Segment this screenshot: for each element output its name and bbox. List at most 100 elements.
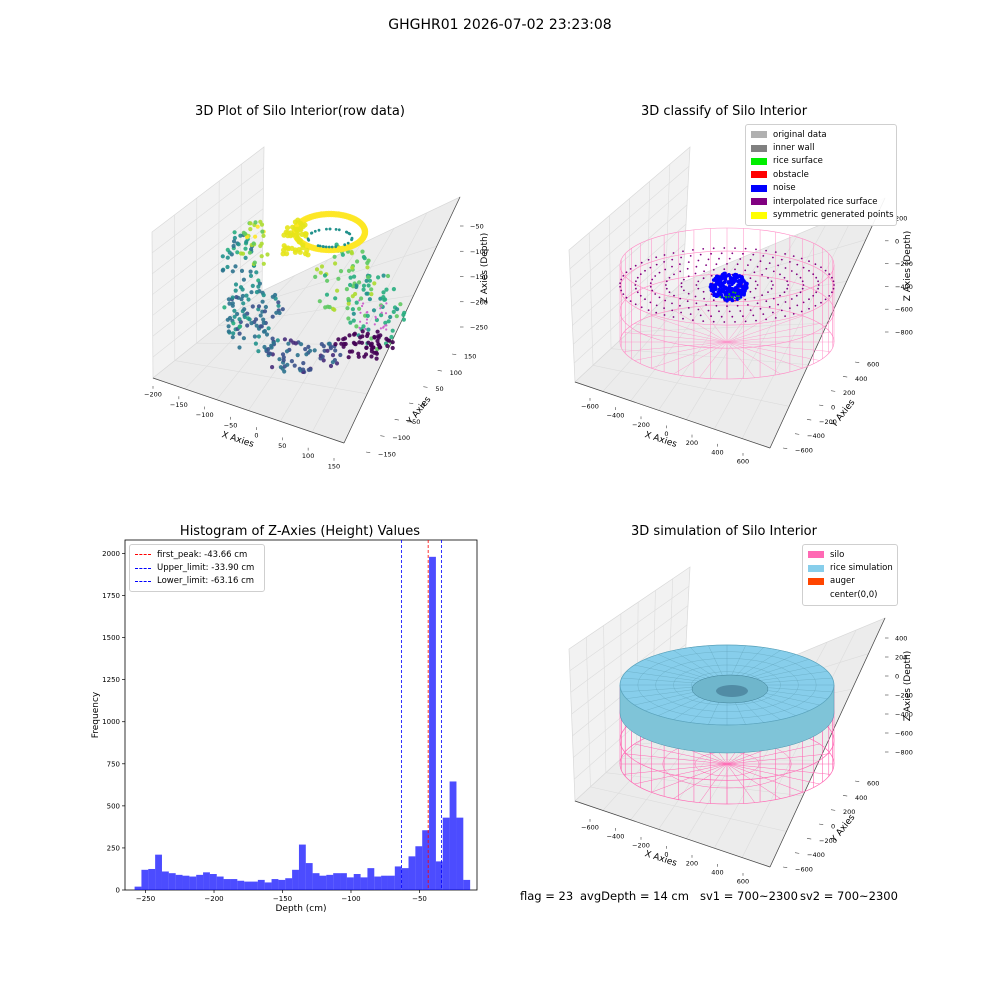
data-point (384, 287, 389, 292)
interpolated-point (772, 297, 775, 300)
data-point (369, 287, 374, 292)
data-point (398, 302, 403, 307)
sv1-text: sv1 = 700~2300 (700, 889, 798, 903)
panel4-y-tick-mark (818, 823, 824, 825)
data-point (328, 227, 332, 231)
interpolated-point (726, 305, 728, 307)
interpolated-point (658, 271, 661, 274)
interpolated-point (828, 273, 831, 275)
histogram-bar (442, 817, 450, 890)
noise-point (731, 278, 735, 283)
data-point (348, 282, 353, 288)
data-point (303, 231, 309, 237)
data-point (382, 326, 385, 329)
panel1-z-tick-label: −150 (470, 273, 488, 281)
data-point (277, 310, 282, 316)
interpolated-point (634, 264, 637, 267)
data-point (302, 222, 308, 228)
data-point (241, 277, 246, 282)
interpolated-point (768, 262, 771, 264)
interpolated-point (635, 287, 637, 290)
silo-floor-spoke (726, 315, 803, 343)
data-point (364, 327, 367, 331)
data-point (294, 231, 300, 237)
legend-entry: obstacle (751, 168, 891, 181)
interpolated-point (784, 253, 786, 255)
panel3-legend: first_peak: -43.66 cm Upper_limit: -33.90… (129, 544, 265, 593)
silo-floor-spoke (673, 763, 728, 799)
z-axis-line (769, 617, 886, 868)
panel1-y-tick-mark (437, 370, 442, 372)
data-point (352, 341, 357, 346)
histogram-bar (257, 879, 265, 890)
noise-point (713, 287, 718, 292)
interpolated-point (702, 290, 705, 293)
data-point (365, 331, 370, 336)
y-tick-label: 2000 (102, 550, 120, 558)
silo-floor-spoke (634, 323, 728, 343)
interpolated-point (702, 248, 705, 250)
panel4-z-tick-label: 400 (895, 635, 907, 643)
y-tick-label: 1500 (102, 634, 120, 642)
interpolated-point (655, 256, 658, 259)
panel2-legend: original data inner wall rice surface obsta… (745, 124, 897, 226)
data-point (385, 273, 391, 279)
data-point (251, 241, 256, 246)
data-point (312, 348, 317, 353)
legend-swatch (808, 577, 824, 585)
legend-label: Lower_limit: -63.16 cm (157, 576, 255, 587)
noise-point (725, 293, 729, 297)
data-point (358, 299, 361, 302)
data-point (358, 326, 361, 329)
panel1-xlabel: X Axies (220, 430, 255, 450)
interpolated-point (799, 291, 802, 294)
interpolated-point (734, 268, 736, 271)
data-point (346, 268, 352, 273)
data-point (232, 235, 237, 241)
data-point (258, 219, 263, 224)
data-point (247, 317, 252, 322)
interpolated-point (800, 310, 803, 313)
interpolated-point (815, 276, 818, 279)
interpolated-point (665, 284, 667, 286)
interpolated-point (629, 268, 632, 270)
legend-label: first_peak: -43.66 cm (157, 549, 248, 560)
data-point (387, 338, 392, 343)
interpolated-point (649, 282, 652, 285)
panel1-y-tick-mark (423, 386, 428, 388)
interpolated-point (796, 263, 799, 266)
panel2-title: 3D classify of Silo Interior (640, 104, 808, 119)
interpolated-point (752, 253, 755, 256)
interpolated-point (673, 294, 675, 297)
data-point (227, 315, 233, 321)
rice-surface-point (738, 298, 741, 301)
interpolated-point (765, 300, 768, 303)
panel4-y-tick-mark (782, 866, 788, 868)
data-point (308, 348, 313, 353)
data-point (356, 354, 361, 359)
data-point (281, 355, 286, 360)
data-point (390, 345, 395, 351)
sv2-text: sv2 = 700~2300 (800, 889, 898, 903)
panel4-y-tick-label: 600 (867, 780, 879, 788)
interpolated-point (765, 318, 767, 321)
data-point (285, 362, 290, 367)
interpolated-point (703, 297, 705, 300)
grid-line (628, 322, 828, 333)
histogram-bar (326, 874, 334, 890)
grid-line (569, 586, 690, 671)
silo-floor-spoke (726, 763, 803, 793)
data-point (301, 361, 306, 366)
data-point (383, 297, 388, 302)
data-point (327, 305, 332, 310)
data-point (346, 316, 351, 321)
x-axis-line (574, 381, 771, 449)
panel2-3d-classify: −600−400−2000200400600−600−400−200020040… (568, 146, 913, 466)
grid-line (280, 228, 395, 422)
histogram-bar (155, 854, 162, 890)
data-point (354, 284, 359, 290)
data-point (226, 324, 231, 329)
panel2-y-tick-label: −600 (795, 447, 813, 455)
legend-label: noise (773, 183, 796, 194)
data-point (371, 308, 377, 313)
